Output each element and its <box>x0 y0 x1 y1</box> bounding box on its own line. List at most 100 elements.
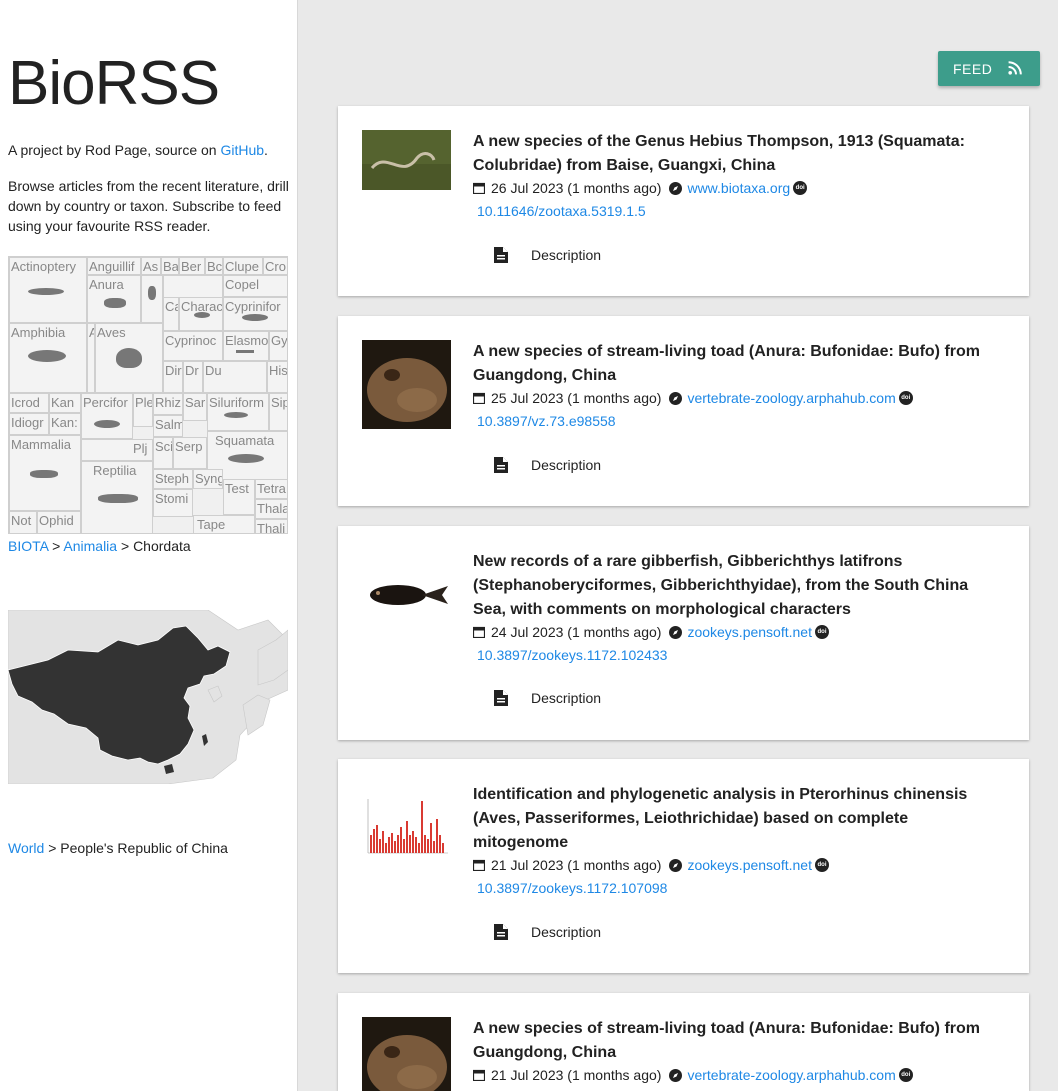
article-title[interactable]: A new species of stream-living toad (Anu… <box>473 343 980 384</box>
treemap-cell[interactable]: Dir <box>163 361 183 393</box>
article-date: 21 Jul 2023 (1 months ago) <box>491 1067 662 1083</box>
article-thumbnail[interactable] <box>362 580 451 610</box>
treemap-cell[interactable]: Mammalia <box>9 435 81 511</box>
article-source-link[interactable]: www.biotaxa.org <box>687 180 791 196</box>
treemap-cell[interactable]: Ba <box>161 257 179 275</box>
treemap-cell[interactable]: Dr <box>183 361 203 393</box>
treemap-cell[interactable]: Sar <box>183 393 207 421</box>
treemap-cell[interactable]: Cyprinoc <box>163 331 223 361</box>
treemap-cell[interactable]: Not <box>9 511 37 533</box>
breadcrumb-current-taxon: Chordata <box>133 538 191 554</box>
article-doi-link[interactable]: 10.3897/zookeys.1172.102433 <box>477 647 668 663</box>
compass-icon <box>669 625 683 639</box>
treemap-cell[interactable]: Cyprinifor <box>223 297 287 331</box>
treemap-cell[interactable]: Gy <box>269 331 287 361</box>
article-thumbnail[interactable] <box>362 130 451 190</box>
treemap-cell[interactable]: As <box>141 257 161 275</box>
treemap-cell[interactable]: Tape <box>193 515 255 533</box>
article-thumbnail[interactable] <box>362 340 451 429</box>
feed-button[interactable]: FEED <box>938 51 1040 86</box>
document-icon <box>494 457 508 473</box>
treemap-cell[interactable]: Syng <box>193 469 223 489</box>
article-meta: 24 Jul 2023 (1 months ago) zookeys.penso… <box>473 624 829 640</box>
treemap-cell[interactable]: Amphibia <box>9 323 87 393</box>
treemap-cell[interactable] <box>141 275 163 323</box>
doi-icon: doi <box>898 391 913 405</box>
article-title[interactable]: A new species of the Genus Hebius Thomps… <box>473 133 965 174</box>
treemap-cell[interactable]: Steph <box>153 469 193 489</box>
treemap-cell[interactable]: Serp <box>173 437 207 469</box>
treemap-cell[interactable]: Rhiz <box>153 393 183 415</box>
treemap-cell[interactable]: Bc <box>205 257 223 275</box>
treemap-cell[interactable]: Clupe <box>223 257 263 275</box>
doi-icon: doi <box>793 181 808 195</box>
treemap-cell[interactable]: Anguillif <box>87 257 141 275</box>
treemap-cell[interactable]: Percifor <box>81 393 133 439</box>
article-doi-link[interactable]: 10.3897/vz.73.e98558 <box>477 413 616 429</box>
treemap-cell[interactable]: Tetra <box>255 479 287 499</box>
article-title[interactable]: Identification and phylogenetic analysis… <box>473 786 968 851</box>
treemap-cell[interactable]: Ophid <box>37 511 81 533</box>
breadcrumb-biota[interactable]: BIOTA <box>8 538 49 554</box>
article-card: Identification and phylogenetic analysis… <box>338 759 1029 973</box>
article-meta: 21 Jul 2023 (1 months ago) zookeys.penso… <box>473 857 829 873</box>
article-source-link[interactable]: vertebrate-zoology.arphahub.com <box>687 390 896 406</box>
country-map[interactable] <box>8 610 288 784</box>
article-description-toggle[interactable]: Description <box>493 689 601 707</box>
article-thumbnail[interactable] <box>362 795 451 857</box>
salamander-silhouette <box>28 350 66 362</box>
treemap-cell[interactable]: Plj <box>81 439 153 461</box>
article-date: 26 Jul 2023 (1 months ago) <box>491 180 662 196</box>
treemap-cell[interactable]: Salm <box>153 415 183 437</box>
treemap-cell[interactable]: A <box>87 323 95 393</box>
article-date: 25 Jul 2023 (1 months ago) <box>491 390 662 406</box>
treemap-cell[interactable]: Reptilia <box>81 461 153 533</box>
treemap-cell[interactable]: Kan <box>49 393 81 413</box>
treemap-cell[interactable]: Du <box>203 361 267 393</box>
article-description-toggle[interactable]: Description <box>493 923 601 941</box>
treemap-cell[interactable]: Actinoptery <box>9 257 87 323</box>
treemap-cell[interactable]: Icrod <box>9 393 49 413</box>
treemap-cell[interactable]: Charac <box>179 297 223 331</box>
taxon-breadcrumb: BIOTA > Animalia > Chordata <box>8 538 191 554</box>
treemap-cell[interactable]: Thala <box>255 499 287 519</box>
treemap-cell[interactable]: Anura <box>87 275 141 323</box>
article-description-toggle[interactable]: Description <box>493 246 601 264</box>
treemap-cell[interactable]: Ple <box>133 393 153 427</box>
article-doi-link[interactable]: 10.11646/zootaxa.5319.1.5 <box>477 203 646 219</box>
doi-icon: doi <box>898 1068 913 1082</box>
compass-icon <box>669 181 683 195</box>
article-source-link[interactable]: zookeys.pensoft.net <box>687 857 812 873</box>
breadcrumb-animalia[interactable]: Animalia <box>63 538 118 554</box>
article-doi-link[interactable]: 10.3897/zookeys.1172.107098 <box>477 880 668 896</box>
article-title[interactable]: New records of a rare gibberfish, Gibber… <box>473 553 969 618</box>
treemap-cell[interactable]: Siluriform <box>207 393 269 431</box>
article-title[interactable]: A new species of stream-living toad (Anu… <box>473 1020 980 1061</box>
treemap-cell[interactable]: Idiogr <box>9 413 49 435</box>
calendar-icon <box>473 626 485 638</box>
treemap-cell[interactable]: Aves <box>95 323 163 393</box>
article-description-toggle[interactable]: Description <box>493 456 601 474</box>
article-source-link[interactable]: vertebrate-zoology.arphahub.com <box>687 1067 896 1083</box>
treemap-cell[interactable]: Ca <box>163 297 179 331</box>
taxon-treemap[interactable]: Actinoptery Anguillif As Ba Ber Bc Clupe… <box>8 256 288 534</box>
article-source-link[interactable]: zookeys.pensoft.net <box>687 624 812 640</box>
treemap-cell[interactable]: Sci <box>153 437 173 469</box>
treemap-cell[interactable]: Sip <box>269 393 287 431</box>
treemap-cell[interactable]: Cro <box>263 257 287 275</box>
article-thumbnail[interactable] <box>362 1017 451 1091</box>
calendar-icon <box>473 392 485 404</box>
treemap-cell[interactable]: Kan: <box>49 413 81 435</box>
treemap-cell[interactable]: Elasmo <box>223 331 269 361</box>
treemap-cell[interactable]: Stomi <box>153 489 193 517</box>
treemap-cell[interactable]: Thali <box>255 519 287 533</box>
calendar-icon <box>473 1069 485 1081</box>
github-link[interactable]: GitHub <box>220 142 265 158</box>
treemap-cell[interactable]: Ber <box>179 257 205 275</box>
lizard-silhouette <box>228 454 264 463</box>
treemap-cell[interactable]: His <box>267 361 287 393</box>
treemap-cell[interactable]: Test <box>223 479 255 515</box>
treemap-cell[interactable]: Copel <box>223 275 287 297</box>
breadcrumb-world[interactable]: World <box>8 840 45 856</box>
compass-icon <box>669 1068 683 1082</box>
